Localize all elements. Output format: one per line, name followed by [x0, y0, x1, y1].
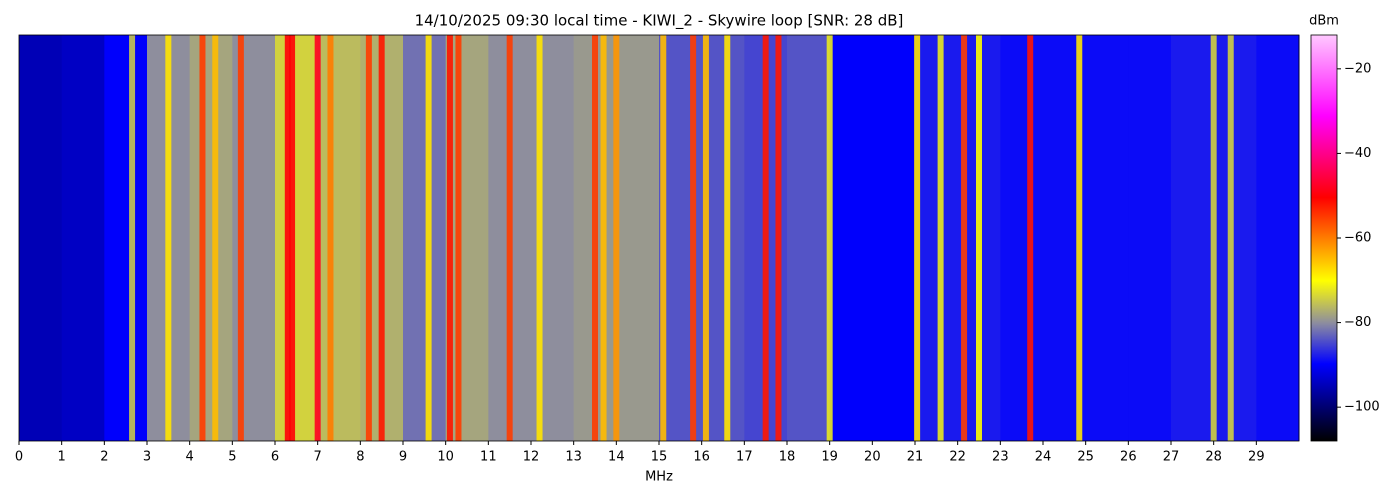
colorbar: [1310, 34, 1338, 442]
signal: [314, 35, 321, 441]
signal: [284, 35, 291, 441]
band: [829, 35, 873, 441]
colorbar-tick-label: −100: [1344, 400, 1380, 415]
signal: [613, 35, 620, 441]
signal: [289, 35, 296, 441]
x-tick-label: 23: [992, 450, 1009, 465]
x-tick-label: 16: [693, 450, 710, 465]
band: [1213, 35, 1257, 441]
band: [787, 35, 831, 441]
x-tick-label: 2: [100, 450, 108, 465]
signal: [914, 35, 921, 441]
x-tick-label: 29: [1248, 450, 1265, 465]
signal: [327, 35, 334, 441]
x-tick-label: 12: [523, 450, 540, 465]
signal: [378, 35, 385, 441]
signal: [976, 35, 982, 441]
x-tick-label: 18: [779, 450, 796, 465]
x-tick-label: 20: [864, 450, 881, 465]
band: [19, 35, 63, 441]
band: [1085, 35, 1129, 441]
signal: [446, 35, 453, 441]
band: [61, 35, 105, 441]
signal: [506, 35, 513, 441]
x-tick-label: 1: [58, 450, 66, 465]
band: [403, 35, 447, 441]
signal: [455, 35, 462, 441]
x-tick-label: 10: [437, 450, 454, 465]
signal: [165, 35, 172, 441]
signal: [724, 35, 731, 441]
signal: [660, 35, 667, 441]
x-tick-label: 8: [356, 450, 364, 465]
signal: [592, 35, 598, 441]
colorbar-tick-label: −60: [1344, 231, 1371, 246]
signal: [826, 35, 833, 441]
band: [317, 35, 361, 441]
signal: [690, 35, 697, 441]
x-tick-label: 24: [1035, 450, 1052, 465]
chart-title: 14/10/2025 09:30 local time - KIWI_2 - S…: [415, 12, 904, 31]
x-axis-label: MHz: [645, 470, 673, 485]
band: [275, 35, 319, 441]
signal: [762, 35, 769, 441]
signal: [600, 35, 607, 441]
band: [1128, 35, 1172, 441]
signal: [1227, 35, 1234, 441]
signal: [129, 35, 136, 441]
x-tick-label: 19: [821, 450, 838, 465]
signal: [199, 35, 206, 441]
band: [616, 35, 660, 441]
signal: [937, 35, 944, 441]
x-tick-label: 7: [314, 450, 322, 465]
signal: [1076, 35, 1083, 441]
x-tick-label: 27: [1163, 450, 1180, 465]
band: [1256, 35, 1300, 441]
colorbar-tick-label: −80: [1344, 315, 1371, 330]
x-tick-label: 4: [186, 450, 194, 465]
signal: [1210, 35, 1217, 441]
x-tick-label: 3: [143, 450, 151, 465]
band: [1000, 35, 1044, 441]
x-tick-label: 26: [1120, 450, 1137, 465]
x-tick-label: 0: [15, 450, 23, 465]
band: [1171, 35, 1215, 441]
band: [189, 35, 233, 441]
plot-area: [19, 35, 1300, 441]
signal: [1027, 35, 1034, 441]
signal: [702, 35, 709, 441]
x-tick-label: 22: [949, 450, 966, 465]
colorbar-tick-label: −40: [1344, 146, 1371, 161]
signal: [425, 35, 432, 441]
x-tick-label: 25: [1077, 450, 1094, 465]
signal: [961, 35, 968, 441]
signal: [365, 35, 372, 441]
x-tick-label: 11: [480, 450, 497, 465]
x-tick-label: 14: [608, 450, 625, 465]
signal: [212, 35, 219, 441]
x-tick-label: 21: [907, 450, 924, 465]
x-tick-label: 5: [228, 450, 236, 465]
band: [104, 35, 148, 441]
colorbar-tick-label: −20: [1344, 61, 1371, 76]
band: [872, 35, 916, 441]
x-tick-label: 13: [565, 450, 582, 465]
colorbar-label: dBm: [1309, 14, 1339, 29]
signal: [536, 35, 543, 441]
signal: [237, 35, 244, 441]
signal: [775, 35, 782, 441]
x-tick-label: 15: [651, 450, 668, 465]
band: [915, 35, 959, 441]
x-tick-label: 17: [736, 450, 753, 465]
x-tick-label: 9: [399, 450, 407, 465]
x-tick-label: 28: [1205, 450, 1222, 465]
x-tick-label: 6: [271, 450, 279, 465]
